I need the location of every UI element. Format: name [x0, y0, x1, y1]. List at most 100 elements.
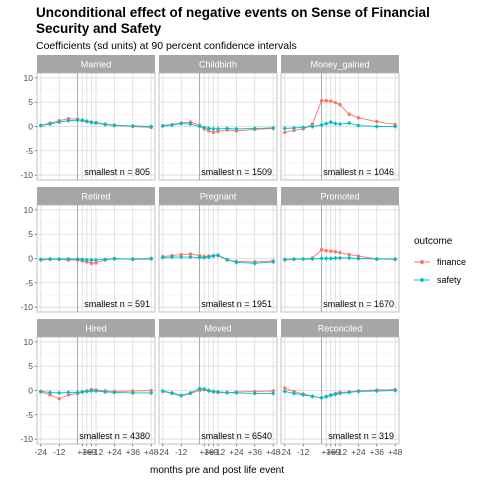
facet-strip-label: Reconciled — [318, 324, 363, 334]
facet-panel-pregnant: Pregnant smallest n = 1951 — [158, 187, 278, 313]
data-point-safety — [179, 254, 184, 260]
data-point-safety — [47, 121, 53, 127]
data-point-finance — [271, 389, 275, 393]
facet-sample-size-label: smallest n = 319 — [328, 431, 394, 441]
data-point-safety — [89, 388, 94, 394]
data-point-safety — [66, 256, 71, 262]
data-point-safety — [47, 390, 53, 395]
data-point-safety — [324, 394, 329, 400]
data-point-finance — [207, 129, 211, 133]
data-point-safety — [392, 256, 398, 262]
facet-strip — [37, 55, 155, 73]
data-point-finance — [211, 130, 216, 135]
data-point-safety — [179, 121, 184, 126]
y-tick-label: 5 — [28, 361, 33, 371]
data-point-safety — [301, 256, 306, 262]
data-point-safety — [160, 388, 166, 394]
data-point-safety — [169, 390, 175, 396]
data-point-safety — [66, 390, 71, 395]
data-point-safety — [374, 388, 379, 394]
x-tick-label: +48 — [388, 447, 403, 457]
data-point-finance — [292, 128, 296, 133]
data-point-safety — [346, 120, 352, 126]
data-point-safety — [328, 119, 334, 125]
data-point-finance — [329, 99, 333, 103]
facet-strip-label: Moved — [204, 324, 231, 334]
data-point-safety — [89, 119, 94, 125]
data-point-safety — [102, 257, 108, 262]
facet-strip — [281, 55, 399, 73]
data-point-safety — [38, 389, 44, 394]
x-tick-label: +6 — [204, 447, 214, 457]
facet-sample-size-label: smallest n = 1509 — [201, 167, 272, 177]
data-point-safety — [148, 256, 154, 261]
data-point-safety — [80, 257, 85, 262]
data-point-finance — [333, 100, 338, 105]
y-tick-label: -10 — [21, 302, 34, 312]
data-point-safety — [337, 391, 343, 396]
data-point-safety — [324, 256, 329, 261]
data-point-safety — [392, 124, 398, 129]
data-point-safety — [319, 256, 324, 261]
data-point-safety — [197, 386, 202, 391]
legend-key-marker-finance — [420, 260, 424, 264]
x-axis-ticks: -24 -12 +3+6+9+12 +24 +36 +48-24 -12 +3+6+9+12 +… — [35, 444, 403, 457]
x-tick-label: -12 — [175, 447, 188, 457]
data-point-safety — [188, 121, 193, 127]
x-tick-label: +12 — [333, 447, 348, 457]
data-point-safety — [93, 257, 99, 263]
data-point-safety — [130, 123, 135, 129]
x-tick-label: +36 — [126, 447, 141, 457]
data-point-safety — [356, 256, 361, 261]
data-point-safety — [333, 255, 338, 261]
data-point-safety — [301, 125, 306, 130]
y-tick-label: -5 — [25, 146, 33, 156]
data-point-safety — [215, 126, 221, 132]
data-point-safety — [333, 392, 338, 397]
data-point-safety — [93, 120, 99, 126]
data-point-safety — [328, 393, 334, 398]
data-point-safety — [80, 117, 85, 123]
data-point-safety — [38, 257, 44, 262]
facet-panel-childbirth: Childbirth smallest n = 1509 — [158, 55, 278, 181]
data-point-finance — [48, 393, 52, 397]
x-tick-label: +3 — [199, 447, 209, 457]
data-point-safety — [211, 389, 216, 394]
x-tick-label: -12 — [53, 447, 66, 457]
data-point-safety — [112, 390, 117, 395]
data-point-finance — [94, 261, 98, 265]
x-tick-label: +48 — [266, 447, 281, 457]
data-point-finance — [283, 386, 287, 390]
data-point-safety — [310, 394, 315, 399]
facet-sample-size-label: smallest n = 4380 — [79, 431, 150, 441]
facet-strip — [281, 319, 399, 337]
data-point-safety — [84, 118, 90, 124]
legend: outcome finance safety — [414, 236, 466, 285]
data-point-finance — [57, 397, 61, 401]
data-point-finance — [329, 249, 333, 253]
data-point-safety — [75, 256, 80, 262]
facet-strip-label: Childbirth — [199, 60, 237, 70]
data-point-safety — [211, 253, 216, 259]
y-tick-label: 10 — [24, 337, 34, 347]
facet-strip-label: Money_gained — [310, 60, 369, 70]
facet-sample-size-label: smallest n = 1670 — [323, 299, 394, 309]
x-tick-label: +48 — [144, 447, 159, 457]
data-point-safety — [148, 390, 154, 396]
x-tick-label: +9 — [209, 447, 219, 457]
data-point-safety — [356, 123, 361, 128]
data-point-finance — [338, 250, 342, 255]
x-tick-label: +36 — [370, 447, 385, 457]
data-point-finance — [338, 102, 342, 107]
legend-label-safety: safety — [437, 275, 462, 285]
data-point-safety — [282, 389, 288, 394]
data-point-finance — [179, 252, 183, 257]
y-tick-label: -5 — [25, 410, 33, 420]
data-point-finance — [310, 122, 315, 126]
data-point-finance — [188, 252, 193, 256]
data-point-safety — [356, 389, 361, 394]
facet-panel-money-gained: Money_gained smallest n = 1046 — [280, 55, 400, 181]
data-point-safety — [346, 255, 352, 261]
data-point-safety — [282, 257, 288, 262]
data-point-safety — [206, 254, 212, 260]
